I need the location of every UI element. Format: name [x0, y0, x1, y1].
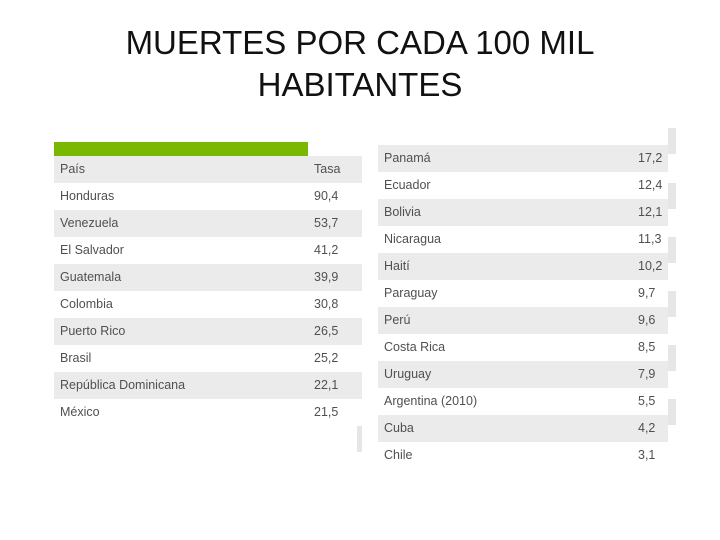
country-rate: 11,3 [638, 232, 662, 246]
table-row: Bolivia 12,1 [378, 199, 668, 226]
left-rate-table: País Tasa Honduras 90,4 Venezuela 53,7 El Sa… [54, 142, 362, 426]
table-row: Haití 10,2 [378, 253, 668, 280]
country-name: Panamá [384, 151, 431, 165]
country-name: Bolivia [384, 205, 421, 219]
table-accent-bar [54, 142, 308, 156]
country-rate: 30,8 [314, 297, 339, 311]
right-table-edge-strip-2 [668, 183, 676, 209]
country-rate: 22,1 [314, 378, 339, 392]
country-name: República Dominicana [60, 378, 186, 392]
country-rate: 12,1 [638, 205, 663, 219]
table-row: El Salvador 41,2 [54, 237, 362, 264]
header-rate: Tasa [314, 162, 341, 176]
country-rate: 39,9 [314, 270, 339, 284]
title-line-1: MUERTES POR CADA 100 MIL [125, 24, 595, 61]
table-row: Venezuela 53,7 [54, 210, 362, 237]
country-rate: 25,2 [314, 351, 339, 365]
country-name: Chile [384, 448, 413, 462]
country-rate: 5,5 [638, 394, 656, 408]
right-rate-table: Panamá 17,2 Ecuador 12,4 Bolivia 12,1 Nicaragu… [378, 145, 668, 469]
header-country: País [60, 162, 86, 176]
page-title: MUERTES POR CADA 100 MIL HABITANTES [0, 22, 720, 106]
country-name: Perú [384, 313, 411, 327]
country-rate: 12,4 [638, 178, 663, 192]
country-name: Cuba [384, 421, 414, 435]
country-name: Colombia [60, 297, 113, 311]
right-table-edge-strip-4 [668, 291, 676, 317]
table-row: Guatemala 39,9 [54, 264, 362, 291]
table-row: Puerto Rico 26,5 [54, 318, 362, 345]
country-name: México [60, 405, 100, 419]
country-rate: 9,6 [638, 313, 656, 327]
table-row: Chile 3,1 [378, 442, 668, 469]
country-rate: 3,1 [638, 448, 656, 462]
left-table-bottom-strip [357, 426, 362, 452]
country-name: Venezuela [60, 216, 119, 230]
country-rate: 26,5 [314, 324, 339, 338]
country-rate: 53,7 [314, 216, 339, 230]
title-line-2: HABITANTES [257, 66, 463, 103]
country-name: Paraguay [384, 286, 438, 300]
table-header-row: País Tasa [54, 156, 362, 183]
country-name: Brasil [60, 351, 92, 365]
right-table-edge-strip-5 [668, 345, 676, 371]
table-row: República Dominicana 22,1 [54, 372, 362, 399]
right-table-edge-strip-3 [668, 237, 676, 263]
table-row: Costa Rica 8,5 [378, 334, 668, 361]
country-rate: 7,9 [638, 367, 656, 381]
table-row: Nicaragua 11,3 [378, 226, 668, 253]
country-rate: 90,4 [314, 189, 339, 203]
country-rate: 4,2 [638, 421, 656, 435]
country-name: Costa Rica [384, 340, 446, 354]
table-row: Perú 9,6 [378, 307, 668, 334]
country-name: Argentina (2010) [384, 394, 478, 408]
table-row: Honduras 90,4 [54, 183, 362, 210]
country-rate: 21,5 [314, 405, 339, 419]
table-row: Uruguay 7,9 [378, 361, 668, 388]
table-row: Paraguay 9,7 [378, 280, 668, 307]
table-row: Colombia 30,8 [54, 291, 362, 318]
table-row: México 21,5 [54, 399, 362, 426]
country-name: Honduras [60, 189, 115, 203]
country-name: Haití [384, 259, 410, 273]
table-row: Brasil 25,2 [54, 345, 362, 372]
right-table-edge-strip-6 [668, 399, 676, 425]
country-rate: 8,5 [638, 340, 656, 354]
country-rate: 10,2 [638, 259, 663, 273]
country-rate: 9,7 [638, 286, 656, 300]
country-name: El Salvador [60, 243, 124, 257]
country-name: Ecuador [384, 178, 431, 192]
table-row: Panamá 17,2 [378, 145, 668, 172]
table-row: Argentina (2010) 5,5 [378, 388, 668, 415]
table-row: Ecuador 12,4 [378, 172, 668, 199]
table-row: Cuba 4,2 [378, 415, 668, 442]
right-table-edge-strip-1 [668, 128, 676, 154]
country-name: Nicaragua [384, 232, 441, 246]
country-name: Puerto Rico [60, 324, 126, 338]
country-name: Uruguay [384, 367, 432, 381]
country-rate: 41,2 [314, 243, 339, 257]
country-rate: 17,2 [638, 151, 663, 165]
country-name: Guatemala [60, 270, 122, 284]
